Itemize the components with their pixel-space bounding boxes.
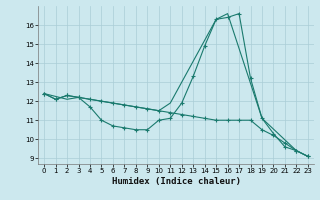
X-axis label: Humidex (Indice chaleur): Humidex (Indice chaleur) (111, 177, 241, 186)
